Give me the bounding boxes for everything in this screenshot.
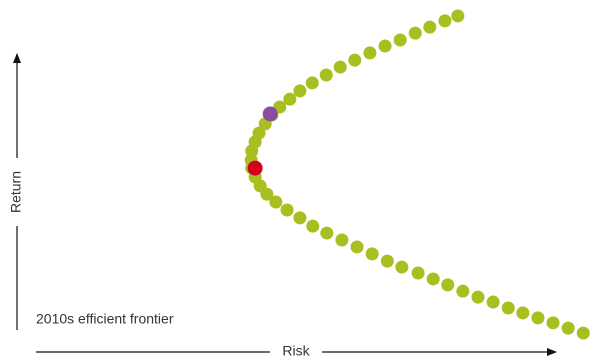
point: [245, 144, 259, 158]
point: [531, 311, 545, 325]
point: [293, 84, 307, 98]
x-label-bg: [270, 343, 322, 360]
point: [438, 14, 452, 28]
point: [393, 33, 407, 47]
point: [456, 284, 470, 298]
point: [306, 219, 320, 233]
point: [335, 233, 349, 247]
point: [411, 266, 425, 280]
point: [451, 9, 465, 23]
point: [546, 316, 560, 330]
point: [247, 160, 263, 176]
point: [471, 290, 485, 304]
point: [305, 76, 319, 90]
point: [363, 46, 377, 60]
point: [423, 20, 437, 34]
point: [395, 260, 409, 274]
point: [441, 278, 455, 292]
point: [576, 326, 590, 340]
point: [380, 254, 394, 268]
point: [348, 53, 362, 67]
point: [293, 211, 307, 225]
point: [260, 187, 274, 201]
point: [516, 306, 530, 320]
point: [319, 68, 333, 82]
y-label-bg: [8, 158, 26, 226]
point: [333, 60, 347, 74]
point: [426, 272, 440, 286]
point: [501, 301, 515, 315]
point: [320, 226, 334, 240]
y-axis-label: Return: [8, 171, 24, 213]
point: [269, 195, 283, 209]
point: [280, 203, 294, 217]
x-axis-label: Risk: [282, 343, 310, 359]
point: [350, 240, 364, 254]
point: [262, 106, 278, 122]
point: [283, 92, 297, 106]
point: [486, 295, 500, 309]
point: [378, 39, 392, 53]
point: [408, 26, 422, 40]
point: [561, 321, 575, 335]
point: [365, 247, 379, 261]
annotation: 2010s efficient frontier: [36, 311, 174, 327]
